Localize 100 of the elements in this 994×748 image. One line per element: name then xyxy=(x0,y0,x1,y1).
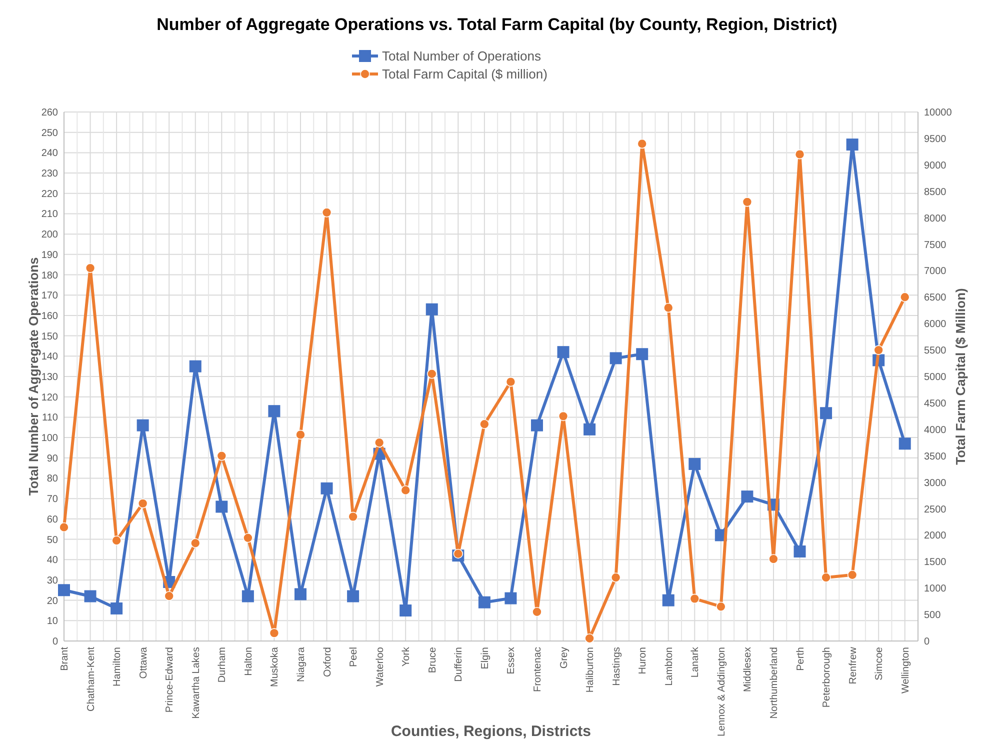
point xyxy=(637,138,647,149)
point xyxy=(820,407,832,420)
point xyxy=(584,423,596,436)
point xyxy=(663,302,674,313)
point xyxy=(636,348,648,360)
point xyxy=(453,548,464,559)
x-tick-label: Waterloo xyxy=(374,646,386,687)
point xyxy=(294,588,306,600)
legend-label: Total Number of Operations xyxy=(382,48,542,64)
x-tick-label: Lambton xyxy=(664,647,675,686)
x-tick-label: Simcoe xyxy=(874,646,886,680)
y2-tick-label: 9500 xyxy=(924,134,947,145)
y2-tick-label: 7000 xyxy=(924,266,947,278)
point xyxy=(190,538,200,548)
y-tick-label: 190 xyxy=(41,250,58,261)
x-tick-label: Hamilton xyxy=(112,647,124,686)
point xyxy=(532,607,542,617)
x-tick-label: Frontenac xyxy=(532,647,544,692)
x-tick-label: Huron xyxy=(638,647,649,674)
point xyxy=(821,572,831,582)
point xyxy=(426,303,438,316)
point xyxy=(662,594,674,606)
x-tick-label: Prince-Edward xyxy=(164,647,176,713)
point xyxy=(557,346,570,358)
y2-tick-label: 2000 xyxy=(924,530,947,542)
y2-tick-label: 7500 xyxy=(924,240,947,251)
y-tick-label: 260 xyxy=(41,108,58,118)
point xyxy=(216,450,227,461)
x-tick-label: Muskoka xyxy=(270,646,281,688)
x-tick-label: Peel xyxy=(348,647,360,668)
y-tick-label: 10 xyxy=(46,616,58,628)
x-tick-label: Wellington xyxy=(900,647,912,694)
point xyxy=(898,438,911,450)
point xyxy=(110,602,123,614)
y2-tick-label: 9000 xyxy=(924,160,947,172)
x-axis-title: Counties, Regions, Districts xyxy=(390,723,592,740)
y-tick-label: 240 xyxy=(41,148,58,160)
point xyxy=(847,570,858,580)
y2-tick-label: 1500 xyxy=(924,557,947,568)
x-tick-label: Northumberland xyxy=(768,647,780,719)
y-tick-label: 170 xyxy=(41,290,58,302)
y2-tick-label: 500 xyxy=(924,610,942,622)
point xyxy=(400,485,410,496)
y-tick-label: 0 xyxy=(52,636,58,648)
x-tick-label: Oxford xyxy=(322,647,334,678)
point xyxy=(85,263,96,273)
x-tick-label: Chatham-Kent xyxy=(86,646,97,712)
y2-tick-label: 8500 xyxy=(924,186,947,198)
y2-tick-label: 0 xyxy=(924,636,930,648)
point xyxy=(136,419,149,432)
point xyxy=(164,591,174,601)
x-tick-label: Hastings xyxy=(611,647,622,686)
point xyxy=(741,490,754,503)
y-tick-label: 200 xyxy=(41,230,58,241)
x-tick-label: Grey xyxy=(558,647,570,669)
y2-axis-title: Total Farm Capital ($ Million) xyxy=(953,288,968,465)
point xyxy=(347,590,360,602)
point xyxy=(688,458,701,470)
point xyxy=(794,149,805,160)
y-tick-label: 80 xyxy=(46,474,58,485)
point xyxy=(610,572,621,582)
point xyxy=(480,419,490,430)
point xyxy=(112,536,122,546)
x-tick-label: Renfrew xyxy=(848,646,859,684)
point xyxy=(348,512,358,522)
point xyxy=(138,498,148,508)
x-tick-label: Essex xyxy=(506,647,518,674)
point xyxy=(189,360,202,372)
y-tick-label: 130 xyxy=(41,372,58,383)
x-tick-label: Peterborough xyxy=(822,647,833,708)
point xyxy=(400,604,412,616)
y-tick-label: 210 xyxy=(41,209,58,220)
y2-tick-label: 1000 xyxy=(924,584,947,595)
x-tick-label: Brant xyxy=(60,646,70,671)
y-tick-label: 70 xyxy=(46,494,58,506)
point xyxy=(768,554,778,564)
x-tick-label: Ottawa xyxy=(138,646,150,679)
point xyxy=(900,292,910,302)
x-tick-label: Lennox & Addington xyxy=(716,647,728,737)
y2-tick-label: 5500 xyxy=(924,346,947,357)
point xyxy=(269,628,280,638)
point xyxy=(478,596,490,608)
x-tick-label: Lanark xyxy=(690,646,702,678)
chart-title: Number of Aggregate Operations vs. Total Farm Capital (by County, Region, District) xyxy=(156,15,838,34)
x-tick-label: Durham xyxy=(217,647,228,683)
y2-tick-label: 10000 xyxy=(924,108,952,118)
y2-tick-label: 6500 xyxy=(924,292,947,304)
y-tick-label: 30 xyxy=(46,575,58,586)
x-tick-label: Haliburton xyxy=(585,647,596,693)
x-tick-label: Kawartha Lakes xyxy=(190,647,202,719)
y-tick-label: 180 xyxy=(41,270,58,282)
x-tick-label: Perth xyxy=(795,647,806,671)
y-tick-label: 100 xyxy=(41,433,58,444)
y2-tick-label: 8000 xyxy=(924,213,947,224)
point xyxy=(874,345,884,355)
y2-tick-label: 3000 xyxy=(924,478,947,489)
point xyxy=(530,419,543,432)
y2-tick-label: 6000 xyxy=(924,319,947,330)
point xyxy=(610,352,622,364)
y-tick-label: 220 xyxy=(41,188,58,200)
